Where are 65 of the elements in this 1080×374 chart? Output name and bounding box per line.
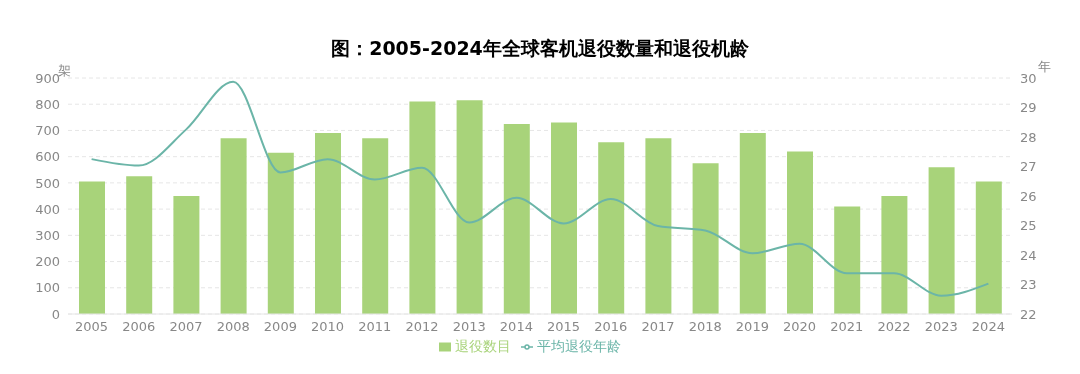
- bar: [173, 196, 200, 314]
- x-tick-label: 2017: [641, 319, 675, 335]
- bar: [79, 181, 105, 314]
- y2-tick-label: 27: [1020, 159, 1037, 175]
- bar: [834, 206, 861, 314]
- x-tick-label: 2009: [263, 319, 297, 335]
- y2-tick-label: 26: [1020, 188, 1037, 204]
- bar: [928, 167, 955, 314]
- legend-label: 平均退役年龄: [537, 338, 621, 354]
- x-tick-label: 2011: [358, 319, 392, 335]
- bar: [315, 133, 341, 314]
- bar: [267, 152, 294, 314]
- x-tick-label: 2014: [499, 319, 533, 335]
- x-tick-label: 2007: [169, 319, 203, 335]
- y-tick-label: 600: [35, 149, 60, 165]
- bar: [551, 122, 577, 314]
- x-tick-label: 2016: [594, 319, 628, 335]
- x-tick-label: 2010: [311, 319, 345, 335]
- y-tick-label: 800: [35, 96, 60, 112]
- x-tick-label: 2019: [735, 319, 769, 335]
- y2-axis-title: 年: [1038, 58, 1051, 76]
- y2-tick-label: 30: [1020, 70, 1037, 86]
- x-tick-label: 2023: [924, 319, 958, 335]
- bar: [645, 138, 672, 314]
- bar: [409, 101, 436, 314]
- bar: [220, 138, 247, 314]
- x-tick-label: 2020: [783, 319, 817, 335]
- x-tick-label: 2024: [971, 319, 1005, 335]
- chart-title: 图：2005-2024年全球客机退役数量和退役机龄: [331, 37, 749, 59]
- y-tick-label: 400: [35, 201, 60, 217]
- y2-tick-label: 29: [1020, 100, 1037, 116]
- bar: [598, 142, 625, 314]
- legend-label: 退役数目: [455, 338, 511, 354]
- x-tick-label: 2012: [405, 319, 439, 335]
- y2-tick-label: 22: [1020, 306, 1037, 322]
- bar: [692, 163, 719, 314]
- y2-tick-label: 28: [1020, 129, 1037, 145]
- y2-tick-label: 23: [1020, 277, 1037, 293]
- bar: [787, 151, 813, 314]
- x-tick-label: 2013: [452, 319, 486, 335]
- y-tick-label: 200: [35, 254, 60, 270]
- y2-tick-label: 25: [1020, 218, 1037, 234]
- y2-tick-label: 24: [1020, 247, 1037, 263]
- y-tick-label: 900: [35, 70, 60, 86]
- bar: [881, 196, 908, 314]
- x-tick-label: 2005: [75, 319, 109, 335]
- x-tick-label: 2022: [877, 319, 911, 335]
- y-tick-label: 700: [35, 123, 60, 139]
- line-series: [90, 80, 990, 297]
- y-tick-label: 500: [35, 175, 60, 191]
- bar: [975, 181, 1002, 314]
- bar: [739, 133, 766, 314]
- y-tick-label: 300: [35, 227, 60, 243]
- x-tick-label: 2021: [830, 319, 864, 335]
- y-tick-label: 0: [51, 306, 60, 322]
- bar: [362, 138, 389, 314]
- y-tick-label: 100: [35, 280, 60, 296]
- y-axis-title: 架: [58, 62, 71, 78]
- bar: [503, 123, 530, 314]
- x-tick-label: 2015: [547, 319, 581, 335]
- x-tick-label: 2008: [216, 319, 250, 335]
- bar: [456, 100, 483, 314]
- x-tick-label: 2018: [688, 319, 722, 335]
- bar: [126, 176, 153, 314]
- x-tick-label: 2006: [122, 319, 156, 335]
